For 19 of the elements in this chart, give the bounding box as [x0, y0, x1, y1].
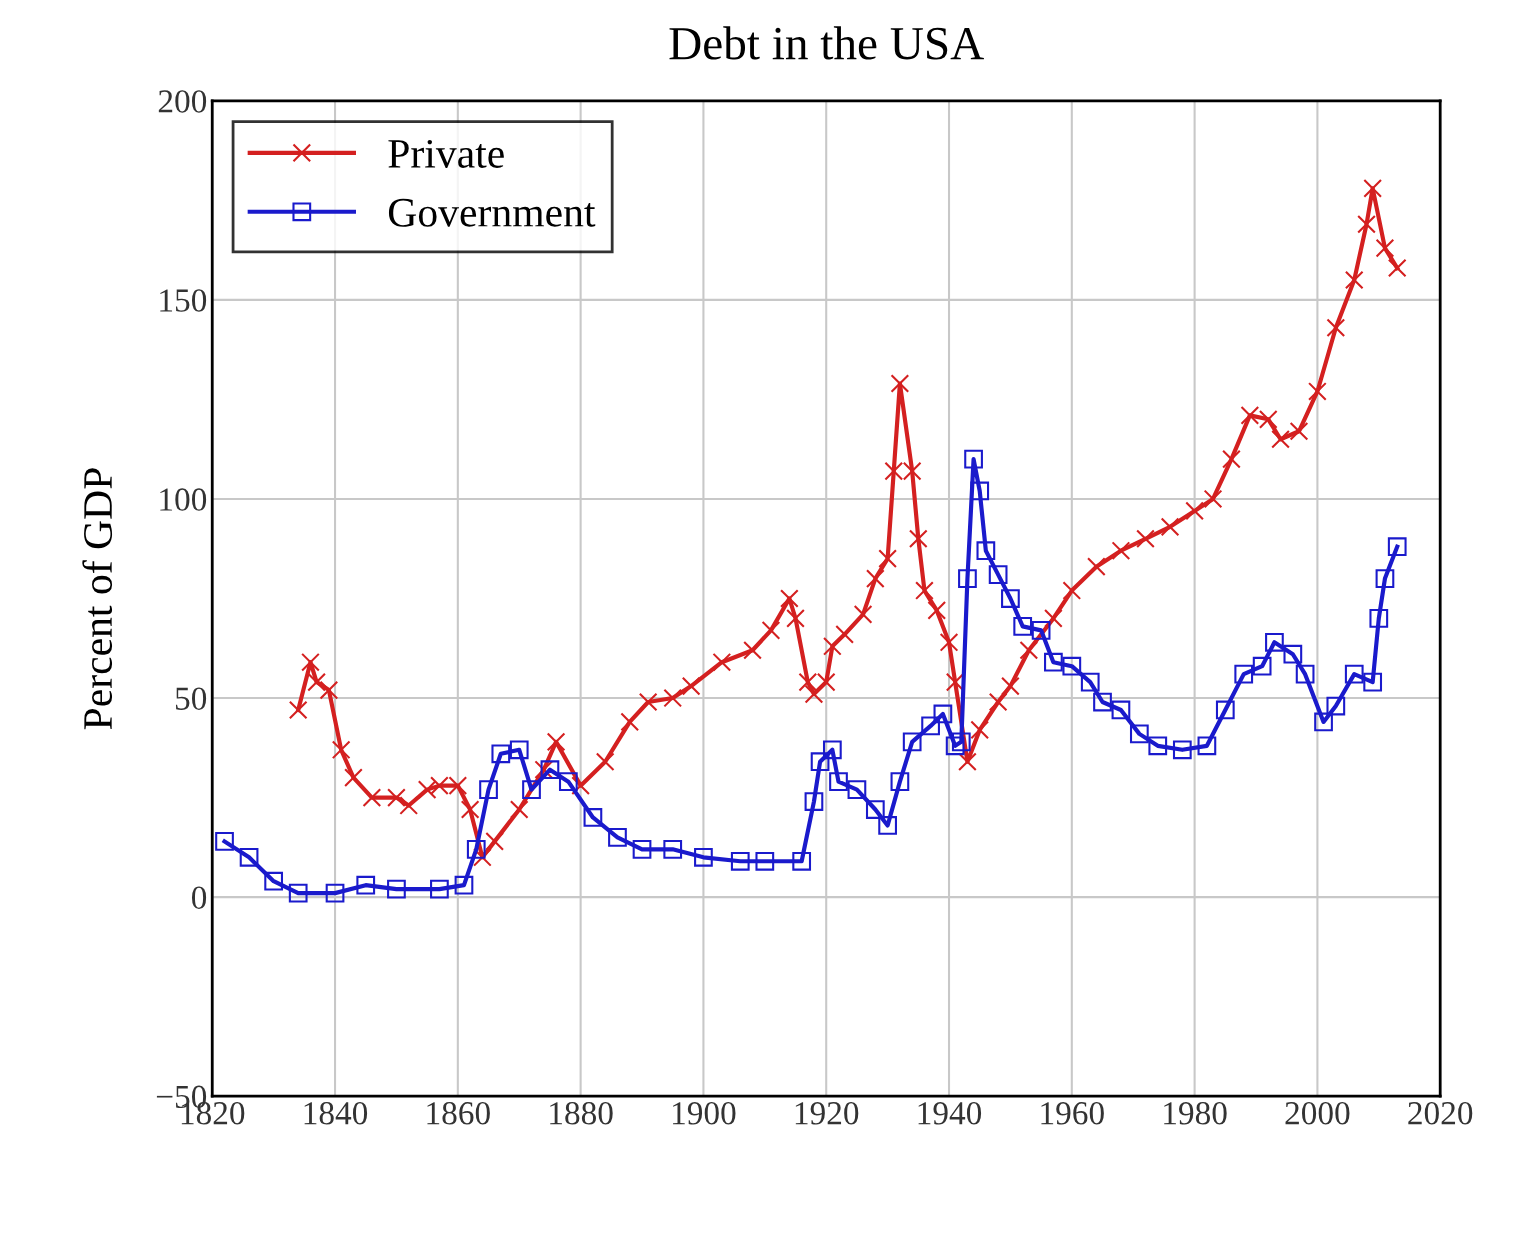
x-tick-label: 1980 [1164, 1102, 1227, 1125]
x-tick-label: 1880 [550, 1102, 613, 1125]
y-tick-label: 150 [160, 289, 207, 312]
y-tick-label: 50 [175, 687, 207, 710]
y-tick-label: 200 [158, 90, 207, 113]
y-tick-label: 0 [191, 886, 207, 910]
legend-label: Private [388, 139, 504, 168]
y-axis-title: Percent of GDP [82, 468, 113, 730]
x-tick-label: 1940 [918, 1102, 982, 1125]
x-tick-label: 2000 [1285, 1102, 1350, 1125]
x-tick-label: 2020 [1408, 1102, 1473, 1125]
chart-title: Debt in the USA [669, 26, 984, 60]
x-tick-label: 1920 [795, 1102, 859, 1125]
x-tick-label: 1860 [427, 1102, 490, 1125]
x-tick-label: 1960 [1041, 1102, 1104, 1125]
legend-label: Government [388, 198, 596, 227]
x-tick-label: 1840 [304, 1102, 368, 1125]
x-tick-label: 1900 [673, 1102, 736, 1125]
y-tick-label: 100 [160, 488, 207, 511]
